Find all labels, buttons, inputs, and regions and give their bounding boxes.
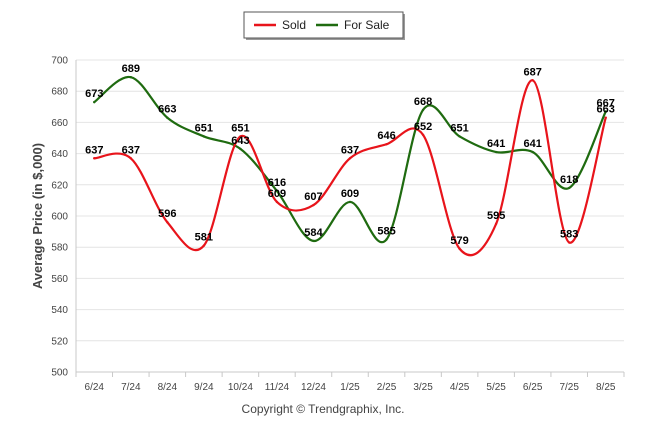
data-label-sold: 583 — [560, 229, 578, 241]
x-tick-label: 12/24 — [301, 382, 326, 393]
x-tick-label: 3/25 — [413, 382, 433, 393]
data-label-for-sale: 618 — [560, 174, 578, 186]
data-point-sold — [604, 116, 607, 119]
data-label-sold: 651 — [231, 122, 249, 134]
x-tick-label: 7/24 — [121, 382, 141, 393]
data-point-sold — [531, 79, 534, 82]
data-point-sold — [202, 244, 206, 247]
x-tick-label: 8/25 — [596, 382, 616, 393]
data-label-for-sale: 585 — [377, 225, 395, 237]
data-label-sold: 595 — [487, 210, 505, 222]
data-point-for-sale — [275, 189, 279, 193]
y-tick-label: 700 — [51, 56, 68, 67]
data-point-for-sale — [312, 239, 315, 243]
y-tick-label: 520 — [51, 336, 68, 347]
data-point-sold — [312, 203, 315, 207]
data-point-sold — [494, 222, 498, 225]
data-label-sold: 607 — [304, 191, 322, 203]
data-label-sold: 637 — [341, 144, 359, 156]
x-tick-label: 11/24 — [265, 382, 290, 393]
data-label-sold: 687 — [523, 66, 541, 78]
data-point-sold — [166, 221, 169, 224]
data-point-for-sale — [458, 135, 461, 138]
data-point-sold — [129, 157, 132, 160]
line-chart: 500 520 540 560 580 600 620 640 660 680 700 6/24 7/2… — [30, 11, 625, 393]
data-label-for-sale: 584 — [304, 227, 323, 239]
y-tick-label: 500 — [51, 368, 68, 379]
data-point-for-sale — [202, 135, 206, 138]
data-label-sold: 646 — [377, 130, 395, 142]
y-axis-title: Average Price (in $,000) — [30, 143, 45, 289]
data-label-for-sale: 641 — [487, 138, 505, 150]
y-tick-label: 680 — [51, 87, 68, 98]
y-tick-label: 660 — [51, 118, 68, 129]
data-label-sold: 637 — [122, 144, 140, 156]
x-tick-label: 6/24 — [85, 382, 105, 393]
data-point-for-sale — [129, 75, 132, 79]
y-tick-label: 620 — [51, 180, 68, 191]
x-tick-label: 5/25 — [486, 382, 506, 393]
data-point-for-sale — [348, 200, 352, 204]
data-point-for-sale — [421, 108, 425, 112]
x-tick-label: 4/25 — [450, 382, 470, 393]
data-point-for-sale — [494, 150, 498, 154]
data-point-sold — [348, 157, 352, 160]
data-label-sold: 581 — [195, 232, 213, 244]
x-tick-label: 8/24 — [158, 382, 178, 393]
data-point-sold — [239, 135, 242, 138]
data-label-for-sale: 667 — [597, 97, 615, 109]
data-point-for-sale — [385, 238, 388, 241]
data-label-sold: 579 — [450, 235, 468, 247]
data-point-for-sale — [93, 100, 96, 104]
data-label-for-sale: 641 — [523, 138, 541, 150]
data-point-sold — [385, 143, 388, 146]
data-label-for-sale: 689 — [122, 63, 140, 75]
x-tick-label: 1/25 — [340, 382, 360, 393]
data-point-sold — [568, 241, 571, 244]
data-label-sold: 609 — [268, 188, 286, 200]
y-tick-label: 560 — [51, 274, 68, 285]
legend-sold-label: Sold — [282, 18, 306, 32]
data-label-for-sale: 651 — [450, 122, 468, 134]
data-point-for-sale — [604, 110, 607, 113]
data-point-for-sale — [166, 116, 169, 119]
data-point-for-sale — [568, 186, 571, 190]
data-label-for-sale: 673 — [85, 88, 103, 100]
x-tick-label: 9/24 — [194, 382, 214, 393]
data-label-for-sale: 651 — [195, 122, 213, 134]
x-tick-label: 10/24 — [228, 382, 253, 393]
data-label-sold: 652 — [414, 121, 432, 133]
x-tick-label: 7/25 — [559, 382, 579, 393]
x-tick-label: 2/25 — [377, 382, 397, 393]
y-tick-label: 600 — [51, 212, 68, 223]
data-label-for-sale: 609 — [341, 188, 359, 200]
data-label-for-sale: 668 — [414, 96, 432, 108]
y-tick-label: 540 — [51, 305, 68, 316]
data-point-sold — [421, 133, 425, 137]
y-tick-label: 580 — [51, 243, 68, 254]
series-line-for-sale — [93, 76, 607, 244]
copyright-footer: Copyright © Trendgraphix, Inc. — [241, 402, 405, 416]
data-label-sold: 637 — [85, 144, 103, 156]
data-label-for-sale: 663 — [158, 104, 176, 116]
data-label-for-sale: 643 — [231, 135, 249, 147]
data-label-sold: 596 — [158, 208, 176, 220]
data-point-for-sale — [239, 147, 242, 151]
y-tick-label: 640 — [51, 149, 68, 160]
data-point-sold — [93, 157, 96, 160]
x-tick-label: 6/25 — [523, 382, 543, 393]
data-point-for-sale — [531, 150, 534, 154]
data-point-sold — [458, 247, 461, 250]
data-label-for-sale: 616 — [268, 177, 286, 189]
series-line-sold — [93, 79, 607, 257]
legend-for-sale-label: For Sale — [344, 18, 390, 32]
data-label-sold: 663 — [597, 104, 615, 116]
data-point-sold — [275, 200, 279, 204]
